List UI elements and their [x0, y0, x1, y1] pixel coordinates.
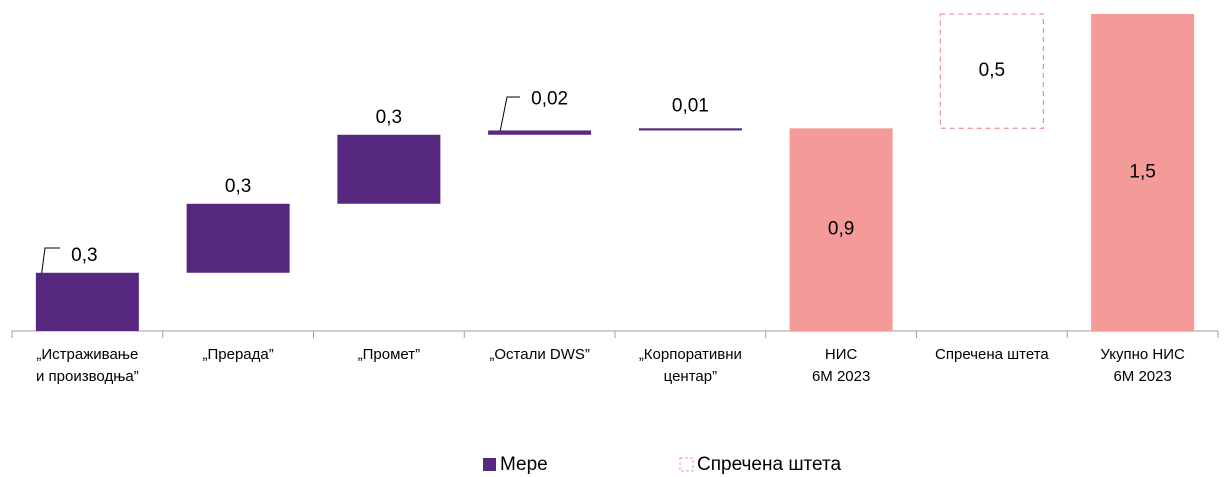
x-tick-label: „Истраживање и производња” — [36, 346, 139, 385]
legend-swatch — [483, 458, 496, 471]
x-tick-label: „Промет” — [357, 346, 421, 363]
x-tick-label: „Корпоративни центар” — [638, 346, 742, 385]
x-tick-label: „Прерада” — [202, 346, 274, 363]
x-tick-label: НИС 6M 2023 — [811, 346, 871, 385]
legend-label: Спречена штета — [697, 454, 842, 475]
value-label: 0,5 — [979, 60, 1005, 81]
bar — [789, 128, 893, 331]
value-label: 0,3 — [71, 245, 97, 266]
bar — [35, 272, 139, 331]
bar — [337, 134, 441, 204]
value-label: 0,3 — [376, 107, 402, 128]
value-label: 0,9 — [828, 219, 854, 240]
value-label: 0,02 — [531, 88, 568, 109]
bar — [186, 203, 290, 273]
bar — [638, 128, 742, 131]
value-label: 1,5 — [1129, 162, 1155, 183]
bar — [488, 130, 592, 135]
value-label: 0,3 — [225, 176, 251, 197]
x-tick-label: „Остали DWS” — [489, 346, 590, 363]
value-label: 0,01 — [672, 95, 709, 116]
leader-line — [499, 96, 520, 133]
x-tick-label: Укупно НИС 6M 2023 — [1100, 346, 1185, 385]
x-tick-label: Спречена штета — [935, 346, 1049, 363]
bar — [1091, 14, 1195, 331]
legend-swatch — [679, 457, 694, 472]
legend-label: Мере — [500, 454, 548, 475]
